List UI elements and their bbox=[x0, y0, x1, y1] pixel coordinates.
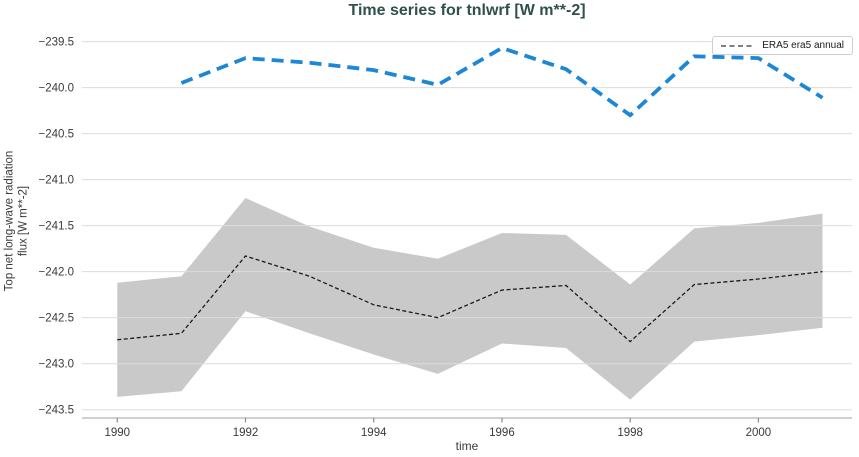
chart-title: Time series for tnlwrf [W m**-2] bbox=[348, 2, 586, 19]
y-tick-label: −241.0 bbox=[39, 175, 75, 187]
x-tick-label: 1992 bbox=[233, 427, 259, 439]
y-tick-label: −240.0 bbox=[39, 83, 75, 95]
legend-label: ERA5 era5 annual bbox=[762, 40, 844, 51]
uncertainty-band bbox=[117, 198, 823, 400]
y-tick-label: −239.5 bbox=[39, 37, 75, 49]
y-tick-label: −240.5 bbox=[39, 129, 75, 141]
x-tick-label: 1994 bbox=[361, 427, 387, 439]
y-tick-label: −243.5 bbox=[39, 405, 75, 417]
legend: ERA5 era5 annual bbox=[712, 36, 853, 55]
x-tick-label: 1990 bbox=[104, 427, 130, 439]
x-axis-label: time bbox=[455, 439, 479, 453]
y-axis-label: Top net long-wave radiation flux [W m**-… bbox=[3, 151, 32, 292]
y-tick-label: −242.0 bbox=[39, 267, 75, 279]
x-tick-label: 1996 bbox=[489, 427, 515, 439]
y-tick-label: −241.5 bbox=[39, 221, 75, 233]
blue-annual-line bbox=[180, 45, 824, 118]
x-tick-label: 1998 bbox=[617, 427, 643, 439]
y-tick-label: −242.5 bbox=[39, 313, 75, 325]
era5-annual-line bbox=[117, 255, 823, 343]
y-axis-label-line2: flux [W m**-2] bbox=[18, 185, 30, 257]
y-tick-label: −243.0 bbox=[39, 359, 75, 371]
legend-dashed-line-icon bbox=[721, 44, 754, 47]
y-axis-label-line1: Top net long-wave radiation bbox=[3, 150, 16, 292]
x-tick-label: 2000 bbox=[746, 427, 772, 439]
